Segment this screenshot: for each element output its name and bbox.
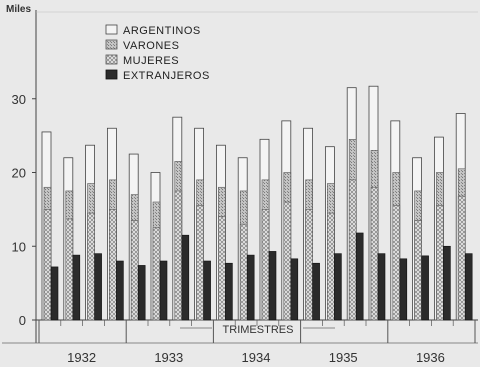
bar-extranjeros <box>181 234 190 321</box>
bar-mujeres <box>239 223 248 321</box>
bar-mujeres <box>414 220 422 321</box>
legend-label-extranjeros: EXTRANJEROS <box>123 70 210 82</box>
bar-mujeres <box>65 218 74 321</box>
bar-mujeres <box>174 190 183 321</box>
bars-layer <box>41 85 473 321</box>
bar-extranjeros <box>464 253 473 321</box>
year-label: 1934 <box>242 350 271 365</box>
bar-extranjeros <box>377 253 386 321</box>
legend: ARGENTINOS VARONES MUJERES EXTRANJEROS <box>105 24 210 82</box>
bar-mujeres <box>348 179 357 321</box>
y-tick-label: 30 <box>12 92 26 107</box>
bar-extranjeros <box>246 254 255 321</box>
bar-extranjeros <box>421 255 429 321</box>
y-tick-label: 0 <box>19 313 26 328</box>
bar-extranjeros <box>334 253 342 321</box>
bar-mujeres <box>370 186 379 321</box>
bar-mujeres <box>43 209 52 321</box>
y-tick-label: 10 <box>12 239 26 254</box>
labels-layer: Miles 0 10 20 30 TRIMESTRES 1932 1933 1934 1935 19… <box>6 4 445 365</box>
legend-label-mujeres: MUJERES <box>123 55 179 67</box>
bar-mujeres <box>283 201 292 321</box>
bar-mujeres <box>218 216 226 321</box>
bar-extranjeros <box>268 251 277 321</box>
legend-swatch-argentinos <box>105 24 118 35</box>
bar-extranjeros <box>137 265 146 321</box>
x-axis-label: TRIMESTRES <box>223 324 294 336</box>
y-unit-label: Miles <box>6 4 31 15</box>
bar-mujeres <box>457 195 466 321</box>
legend-swatch-varones <box>105 39 118 50</box>
year-label: 1932 <box>67 350 96 365</box>
bar-extranjeros <box>116 260 124 321</box>
bar-mujeres <box>130 220 139 321</box>
legend-swatch-extranjeros <box>105 69 118 80</box>
bar-extranjeros <box>225 262 233 321</box>
bar-extranjeros <box>159 260 168 321</box>
bar-extranjeros <box>399 258 408 321</box>
year-label: 1933 <box>154 350 183 365</box>
bar-mujeres <box>87 212 95 321</box>
legend-label-varones: VARONES <box>123 40 179 52</box>
bar-extranjeros <box>312 262 320 321</box>
bar-extranjeros <box>203 260 211 321</box>
bar-mujeres <box>436 205 444 321</box>
bar-mujeres <box>152 227 161 321</box>
bar-extranjeros <box>290 258 299 321</box>
legend-swatch-mujeres <box>105 54 118 65</box>
year-label: 1935 <box>329 350 358 365</box>
bar-extranjeros <box>443 245 451 321</box>
bar-extranjeros <box>94 253 102 321</box>
bar-extranjeros <box>355 232 364 321</box>
year-label: 1936 <box>416 350 445 365</box>
bar-mujeres <box>392 205 401 321</box>
bar-mujeres <box>109 209 117 321</box>
bar-mujeres <box>327 212 335 321</box>
bar-extranjeros <box>50 266 59 321</box>
bar-mujeres <box>196 205 204 321</box>
bar-mujeres <box>305 209 313 321</box>
legend-label-argentinos: ARGENTINOS <box>123 25 201 37</box>
bar-extranjeros <box>72 254 81 321</box>
bar-mujeres <box>261 209 270 321</box>
y-tick-label: 20 <box>12 166 26 181</box>
